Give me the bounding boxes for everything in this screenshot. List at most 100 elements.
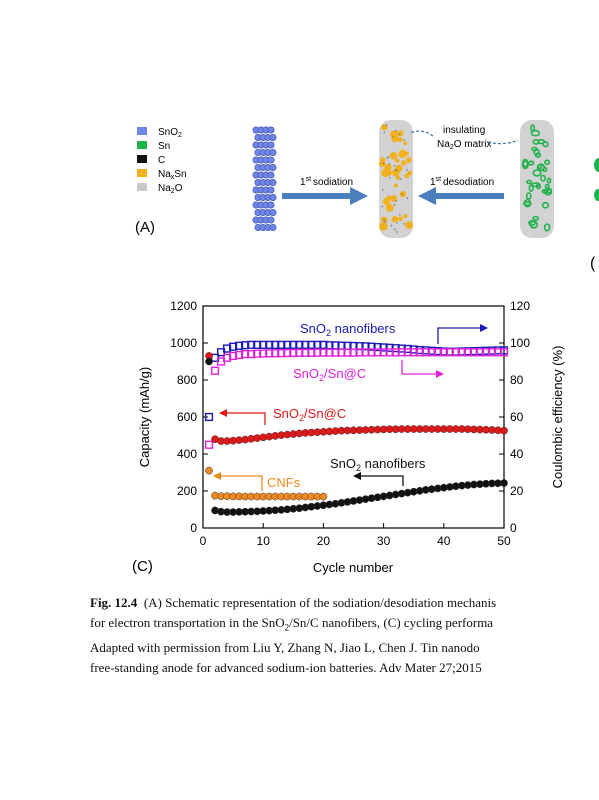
y-right-tick-label: 40 (510, 447, 524, 461)
legend-label: C (158, 155, 165, 166)
data-point (307, 340, 316, 349)
data-point (235, 341, 244, 350)
data-point (379, 343, 388, 352)
data-point (222, 353, 232, 362)
data-point (253, 340, 262, 349)
y-left-tick-label: 0 (190, 521, 197, 535)
annotations: SnO2 nanofibers SnO2/Sn@C SnO2/Sn@C SnO2 na… (213, 321, 488, 491)
caption-line-3: Adapted with permission from Liu Y, Zhan… (90, 639, 480, 655)
y-right-tick-label: 120 (510, 299, 530, 313)
data-point (343, 348, 352, 357)
data-point (253, 349, 262, 358)
cycling-chart: 0 10 20 30 40 5002004006008001000120002040608… (132, 299, 565, 575)
legend-label: NaxSn (158, 169, 187, 181)
data-point (265, 349, 274, 358)
data-point (337, 348, 346, 357)
data-point (289, 348, 298, 358)
legend-label: Sn (158, 141, 170, 152)
figure-caption: Fig. 12.4 (A) Schematic representation o… (90, 593, 599, 678)
data-point (367, 342, 376, 351)
data-point (499, 348, 509, 357)
data-point (313, 340, 322, 349)
insulating-pointer-right (487, 139, 519, 145)
data-point (481, 348, 491, 357)
data-point (210, 366, 220, 375)
series-3 (205, 466, 328, 501)
data-point (409, 348, 418, 357)
data-point (205, 466, 213, 475)
axis-ticks: 0 10 20 30 40 5002004006008001000120002040608… (170, 299, 530, 548)
data-point (421, 348, 430, 357)
x-tick-label: 50 (497, 534, 511, 548)
caption-line-1: Fig. 12.4 (A) Schematic representation o… (90, 593, 599, 613)
data-point (265, 340, 274, 349)
panel-c-label: (C) (132, 558, 153, 575)
data-point (439, 348, 448, 357)
data-point (500, 479, 508, 487)
y-left-tick-label: 800 (177, 373, 197, 387)
data-point (319, 340, 328, 349)
cropped-fiber-illustration (594, 158, 599, 201)
desodiation-arrow (418, 187, 504, 205)
data-point (349, 348, 358, 357)
x-tick-label: 10 (257, 534, 271, 548)
data-point (289, 340, 298, 349)
data-point (391, 348, 400, 357)
legend-swatch (137, 127, 147, 135)
series-1 (204, 348, 509, 449)
y-left-tick-label: 200 (177, 484, 197, 498)
data-point (361, 348, 370, 357)
data-point (313, 348, 322, 357)
legend-swatch (137, 169, 147, 177)
data-point (295, 348, 304, 357)
data-point (307, 348, 316, 357)
x-tick-label: 0 (200, 534, 207, 548)
data-point (301, 348, 310, 357)
data-point (385, 348, 394, 357)
data-point (373, 348, 382, 357)
data-point (385, 343, 394, 352)
x-tick-label: 30 (377, 534, 391, 548)
series-2 (205, 352, 508, 445)
data-point (277, 340, 286, 349)
data-point (415, 348, 424, 357)
data-point (259, 340, 268, 349)
x-tick-label: 20 (317, 534, 331, 548)
data-point (493, 348, 503, 357)
annotation-sno2-efficiency: SnO2 nanofibers (300, 321, 396, 338)
caption-line-2a: for electron transportation in the SnO (90, 615, 285, 630)
legend-label: Na2O (158, 183, 183, 195)
series-4 (205, 357, 508, 516)
panel-a-label: (A) (135, 219, 155, 236)
data-point (463, 348, 472, 357)
data-point (325, 348, 334, 357)
data-point (301, 340, 310, 349)
legend-swatch (137, 155, 147, 163)
schematic-panel-a: SnO2 Sn C NaxSn Na2O 1st sodiation 1st desodia… (135, 120, 599, 272)
insulating-pointer-left (409, 130, 434, 137)
data-marks (204, 340, 509, 516)
data-point (355, 348, 364, 357)
sodiation-label: 1st sodiation (300, 176, 353, 188)
annotation-sno2snc-capacity: SnO2/Sn@C (273, 406, 346, 423)
y-right-tick-label: 100 (510, 336, 530, 350)
data-point (475, 348, 485, 357)
data-point (403, 348, 412, 357)
y-right-tick-label: 80 (510, 373, 524, 387)
y-right-tick-label: 0 (510, 521, 517, 535)
y-axis-right-label: Coulombic efficiency (%) (550, 346, 565, 489)
y-right-tick-label: 20 (510, 484, 524, 498)
data-point (204, 440, 214, 449)
caption-line-1-text: (A) Schematic representation of the sodi… (143, 595, 497, 610)
annotation-sno2snc-efficiency: SnO2/Sn@C (293, 366, 366, 383)
desodiated-fiber-illustration (520, 120, 554, 238)
data-point (241, 350, 250, 359)
data-point (271, 349, 280, 358)
annotation-sno2-capacity: SnO2 nanofibers (330, 456, 426, 473)
schematic-legend: SnO2 Sn C NaxSn Na2O (137, 127, 187, 195)
y-left-tick-label: 400 (177, 447, 197, 461)
legend-swatch (137, 141, 147, 149)
insulating-label-line1: insulating (443, 125, 485, 136)
next-panel-label-fragment: ( (590, 255, 596, 272)
data-point (228, 342, 238, 351)
